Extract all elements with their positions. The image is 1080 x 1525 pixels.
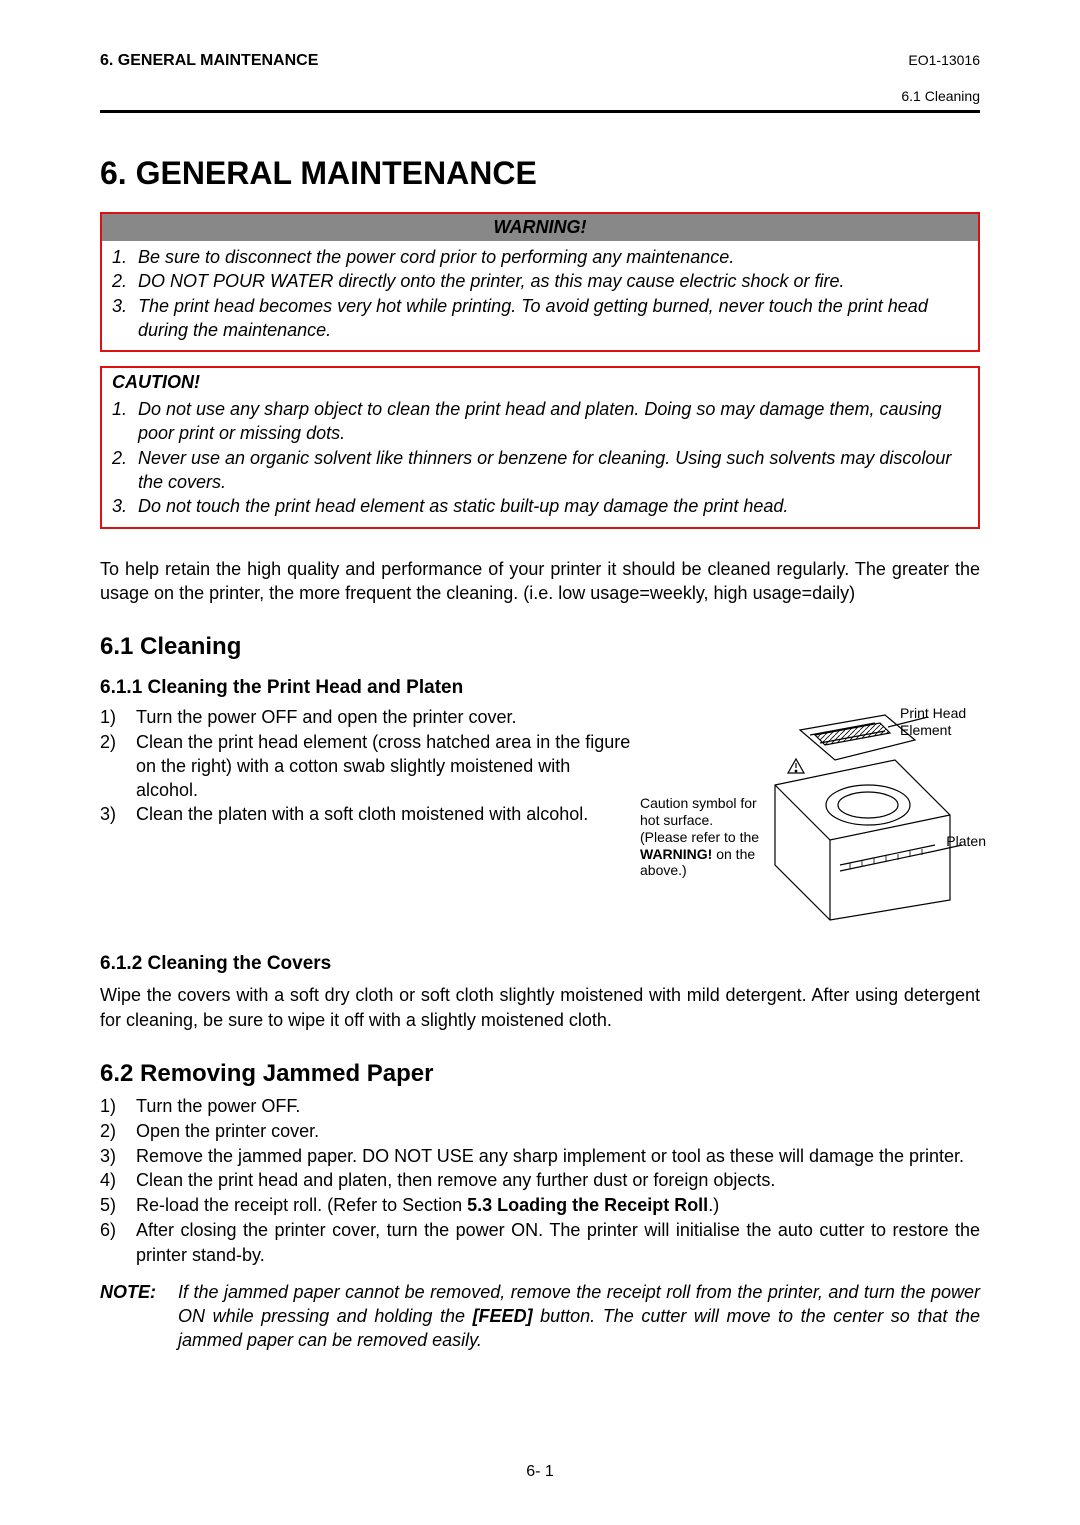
caution-text: Do not use any sharp object to clean the… [138, 397, 968, 446]
figure-label-platen: Platen [946, 833, 986, 850]
warning-text: The print head becomes very hot while pr… [138, 294, 968, 343]
step-item: 2)Open the printer cover. [100, 1119, 980, 1144]
section-6-2-title: 6.2 Removing Jammed Paper [100, 1060, 980, 1088]
caution-box: CAUTION! 1.Do not use any sharp object t… [100, 366, 980, 528]
figure-label-caution: Caution symbol for hot surface. (Please … [640, 795, 776, 879]
step-item: 1)Turn the power OFF. [100, 1094, 980, 1119]
warning-item: 2.DO NOT POUR WATER directly onto the pr… [112, 269, 968, 293]
step-item: 3)Remove the jammed paper. DO NOT USE an… [100, 1144, 980, 1169]
section-6-1-1-title: 6.1.1 Cleaning the Print Head and Platen [100, 677, 980, 699]
intro-paragraph: To help retain the high quality and perf… [100, 557, 980, 606]
warning-text: DO NOT POUR WATER directly onto the prin… [138, 269, 845, 293]
step-item: 5)Re-load the receipt roll. (Refer to Se… [100, 1193, 980, 1218]
step-item: 2)Clean the print head element (cross ha… [100, 730, 634, 803]
step-text: Turn the power OFF and open the printer … [136, 705, 517, 729]
section-6-1-2-title: 6.1.2 Cleaning the Covers [100, 953, 980, 975]
caution-item: 1.Do not use any sharp object to clean t… [112, 397, 968, 446]
note-block: NOTE: If the jammed paper cannot be remo… [100, 1280, 980, 1353]
cleaning-covers-body: Wipe the covers with a soft dry cloth or… [100, 983, 980, 1032]
chapter-title: 6. GENERAL MAINTENANCE [100, 155, 980, 192]
step-text: After closing the printer cover, turn th… [136, 1218, 980, 1268]
header-rule [100, 110, 980, 113]
step-text: Clean the print head element (cross hatc… [136, 730, 634, 803]
cleaning-figure-area: Print Head Element Caution symbol for ho… [650, 705, 980, 925]
header-left: 6. GENERAL MAINTENANCE [100, 52, 318, 70]
figure-label-print-head: Print Head Element [900, 705, 980, 739]
header-right: EO1-13016 [908, 52, 980, 68]
step-text: Clean the platen with a soft cloth moist… [136, 802, 588, 826]
note-label: NOTE: [100, 1280, 178, 1353]
step-item: 4)Clean the print head and platen, then … [100, 1168, 980, 1193]
step-item: 1)Turn the power OFF and open the printe… [100, 705, 634, 729]
step-text: Remove the jammed paper. DO NOT USE any … [136, 1144, 980, 1169]
step-text: Open the printer cover. [136, 1119, 980, 1144]
printer-figure: Print Head Element Caution symbol for ho… [650, 705, 980, 925]
cleaning-head-steps: 1)Turn the power OFF and open the printe… [100, 705, 634, 925]
warning-title: WARNING! [102, 214, 978, 241]
caution-item: 2.Never use an organic solvent like thin… [112, 446, 968, 495]
warning-box: WARNING! 1.Be sure to disconnect the pow… [100, 212, 980, 352]
page-number: 6- 1 [0, 1463, 1080, 1481]
header-sub: 6.1 Cleaning [100, 88, 980, 104]
caution-body: 1.Do not use any sharp object to clean t… [102, 393, 978, 526]
step-text: Re-load the receipt roll. (Refer to Sect… [136, 1193, 980, 1218]
warning-item: 1.Be sure to disconnect the power cord p… [112, 245, 968, 269]
caution-item: 3.Do not touch the print head element as… [112, 494, 968, 518]
step-item: 6)After closing the printer cover, turn … [100, 1218, 980, 1268]
step-item: 3)Clean the platen with a soft cloth moi… [100, 802, 634, 826]
jammed-paper-steps: 1)Turn the power OFF. 2)Open the printer… [100, 1094, 980, 1268]
caution-text: Never use an organic solvent like thinne… [138, 446, 968, 495]
page-header: 6. GENERAL MAINTENANCE EO1-13016 [100, 52, 980, 70]
note-text: If the jammed paper cannot be removed, r… [178, 1280, 980, 1353]
caution-text: Do not touch the print head element as s… [138, 494, 788, 518]
step-text: Turn the power OFF. [136, 1094, 980, 1119]
caution-title: CAUTION! [102, 368, 978, 393]
step-text: Clean the print head and platen, then re… [136, 1168, 980, 1193]
section-6-1-title: 6.1 Cleaning [100, 633, 980, 661]
warning-item: 3.The print head becomes very hot while … [112, 294, 968, 343]
cleaning-head-row: 1)Turn the power OFF and open the printe… [100, 705, 980, 925]
warning-text: Be sure to disconnect the power cord pri… [138, 245, 734, 269]
warning-body: 1.Be sure to disconnect the power cord p… [102, 241, 978, 350]
